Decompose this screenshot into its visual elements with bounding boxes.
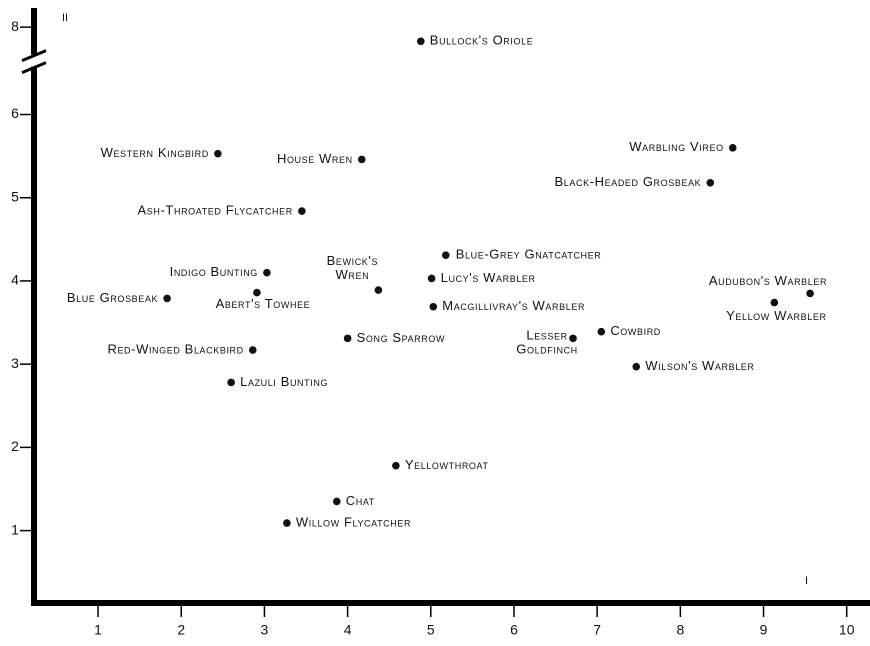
point-label: Lazuli Bunting xyxy=(240,374,328,389)
point-label: Indigo Bunting xyxy=(170,264,258,279)
point xyxy=(253,288,261,297)
point-label: Lesser Goldfinch xyxy=(516,328,578,357)
point-label: Western Kingbird xyxy=(101,145,209,160)
point-label: Ash-Throated Flycatcher xyxy=(138,202,293,217)
point-label: Red-Winged Blackbird xyxy=(107,341,243,356)
point xyxy=(283,519,291,527)
y-tick-label: 4 xyxy=(11,272,19,288)
y-tick-label: 1 xyxy=(11,521,19,537)
point xyxy=(441,251,450,259)
point xyxy=(569,334,577,343)
point xyxy=(343,334,352,343)
point-label: Cowbird xyxy=(610,323,661,338)
point xyxy=(806,289,814,298)
x-tick-label: 5 xyxy=(427,622,435,638)
point xyxy=(374,286,383,294)
point-label: Yellowthroat xyxy=(405,457,489,472)
x-tick-label: 3 xyxy=(261,622,269,638)
point xyxy=(728,144,737,152)
x-tick-label: 2 xyxy=(177,622,185,638)
x-tick-label: 6 xyxy=(510,622,518,638)
point xyxy=(632,362,641,371)
point xyxy=(163,294,171,303)
point xyxy=(427,274,436,283)
x-tick-label: 4 xyxy=(344,622,352,638)
point xyxy=(214,149,222,158)
point-label: Black-Headed Grosbeak xyxy=(555,174,702,189)
point-label: Song Sparrow xyxy=(357,330,446,345)
y-tick-label: 8 xyxy=(11,18,19,34)
axis-break-mark xyxy=(21,49,47,62)
x-tick-label: 9 xyxy=(760,622,768,638)
y-tick-label: 3 xyxy=(11,355,19,371)
point-label: Abert's Towhee xyxy=(216,296,311,311)
point-label: Chat xyxy=(346,493,375,508)
point xyxy=(248,346,257,354)
point-label: Warbling Vireo xyxy=(629,139,723,154)
point-label: Macgillivray's Warbler xyxy=(442,298,585,313)
point xyxy=(392,461,400,470)
y-tick-label: 2 xyxy=(11,438,19,454)
point xyxy=(429,302,438,311)
point xyxy=(597,327,606,336)
y-axis-label: II xyxy=(62,12,68,24)
point-label: Lucy's Warbler xyxy=(441,270,536,285)
point xyxy=(417,37,425,46)
point xyxy=(263,268,271,277)
point xyxy=(357,155,366,164)
point xyxy=(227,378,235,387)
point xyxy=(770,298,779,307)
point-label: Willow Flycatcher xyxy=(296,515,411,530)
point-label: Blue-Grey Gnatcatcher xyxy=(456,247,602,262)
x-tick-label: 1 xyxy=(94,622,102,638)
x-tick-label: 7 xyxy=(593,622,601,638)
point-label: Blue Grosbeak xyxy=(67,290,158,305)
y-tick-label: 5 xyxy=(11,188,19,204)
point-label: Yellow Warbler xyxy=(726,308,826,323)
point xyxy=(332,497,341,506)
x-tick-label: 10 xyxy=(839,622,855,638)
y-tick-label: 6 xyxy=(11,105,19,121)
point-label: Audubon's Warbler xyxy=(709,273,827,288)
point xyxy=(706,178,715,187)
point-label: House Wren xyxy=(277,151,353,166)
axis-break-mark xyxy=(21,61,47,74)
point xyxy=(298,207,306,215)
point-label: Bullock's Oriole xyxy=(430,33,534,48)
x-axis-label: I xyxy=(805,575,808,587)
x-tick-label: 8 xyxy=(676,622,684,638)
point-label: Bewick's Wren xyxy=(327,254,378,283)
point-label: Wilson's Warbler xyxy=(645,358,754,373)
